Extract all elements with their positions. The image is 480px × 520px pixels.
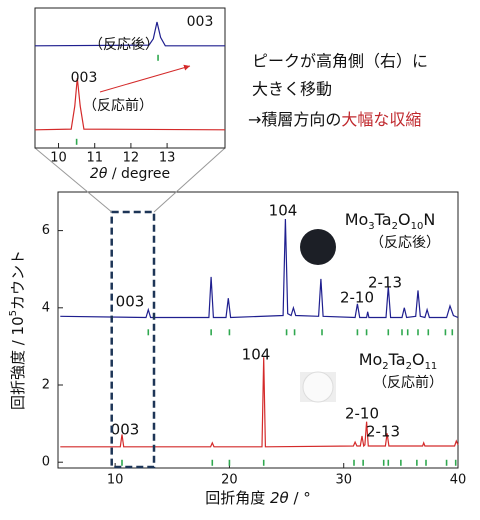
text-part: Ta	[388, 350, 406, 369]
note-line: 大きく移動	[252, 80, 332, 99]
x-tick-label: 10	[107, 473, 124, 488]
spectrum-line	[34, 77, 226, 131]
note-line: ピークが高角側（右）に	[252, 52, 428, 71]
text-part: 2θ	[270, 489, 289, 507]
text-part: 5	[8, 310, 19, 316]
zoom-box	[110, 210, 156, 469]
peak-label: 003	[71, 70, 98, 86]
peak-label: 104	[269, 202, 298, 220]
formula: Mo2Ta2O11	[359, 350, 438, 372]
spectrum-line	[34, 21, 225, 47]
text-part: カウント	[9, 250, 27, 310]
zoom-connector	[34, 147, 113, 213]
spectrum-line	[60, 218, 459, 319]
note-text: →積層方向の	[248, 110, 341, 129]
text-part: / °	[289, 489, 311, 507]
text-part: / degree	[107, 166, 170, 182]
text-part: N	[423, 210, 435, 229]
x-tick-label: 10	[50, 151, 67, 166]
sample-state: （反応前）	[83, 97, 153, 114]
sample-state: （反応後）	[89, 37, 159, 53]
x-axis-label: 回折角度 2θ / °	[205, 489, 311, 507]
text-part: O	[412, 350, 425, 369]
spectrum-line	[60, 357, 459, 448]
sample-photo	[300, 229, 336, 265]
peak-label: 003	[111, 421, 140, 439]
peak-label: 003	[116, 293, 145, 311]
text-part: 2	[392, 221, 398, 232]
text-part: 回折強度 / 10	[9, 316, 27, 410]
text-part: 回折角度	[205, 489, 270, 507]
y-tick-label: 2	[42, 378, 50, 393]
x-tick-label: 13	[159, 151, 176, 166]
text-part: 11	[425, 361, 438, 372]
note-line: →積層方向の大幅な収縮	[248, 110, 421, 129]
sample-state: （反応後）	[370, 235, 440, 251]
sample-photo	[302, 371, 334, 403]
note-highlight: 大幅な収縮	[341, 110, 421, 129]
peak-label: 003	[187, 14, 214, 30]
text-part: 2θ	[90, 166, 108, 182]
y-tick-label: 4	[42, 300, 50, 315]
x-tick-label: 40	[450, 473, 467, 488]
x-tick-label: 30	[335, 473, 352, 488]
x-tick-label: 11	[86, 151, 103, 166]
text-part: 2	[406, 361, 412, 372]
text-part: 3	[368, 221, 374, 232]
text-part: O	[398, 210, 411, 229]
y-axis-label: 回折強度 / 105カウント	[8, 250, 27, 410]
x-tick-label: 20	[221, 473, 238, 488]
x-tick-label: 12	[123, 151, 140, 166]
text-part: Ta	[374, 210, 392, 229]
peak-label: 2-13	[366, 423, 400, 441]
plot-frame	[57, 191, 459, 469]
zoom-connector	[153, 147, 226, 213]
y-tick-label: 0	[42, 455, 50, 470]
peak-label: 2-10	[340, 289, 374, 307]
text-part: 2	[382, 361, 388, 372]
peak-label: 2-10	[345, 405, 379, 423]
sample-state: （反応前）	[373, 374, 443, 391]
text-part: Mo	[359, 350, 383, 369]
peak-label: 104	[242, 346, 271, 364]
y-tick-label: 6	[42, 223, 50, 238]
x-axis-label: 2θ / degree	[90, 166, 170, 182]
text-part: 10	[411, 221, 424, 232]
formula: Mo3Ta2O10N	[345, 210, 436, 232]
text-part: Mo	[345, 210, 369, 229]
peak-label: 2-13	[368, 274, 402, 292]
plot-frame	[34, 7, 226, 149]
shift-arrow	[99, 64, 191, 93]
